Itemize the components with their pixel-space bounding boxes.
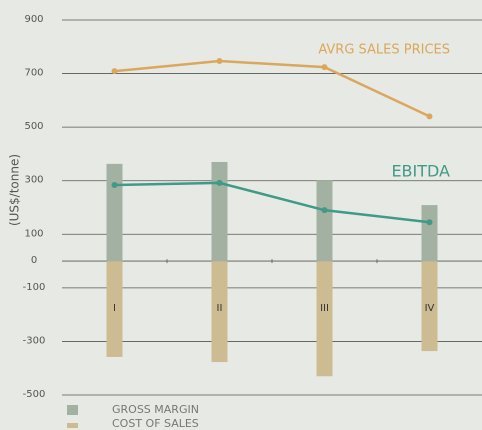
y-tick-label: 500 <box>24 121 43 132</box>
bar <box>316 261 333 377</box>
legend-swatch <box>67 423 78 428</box>
y-tick-label: 0 <box>31 255 37 266</box>
line-point <box>426 113 433 120</box>
x-tick-label: II <box>217 303 223 314</box>
bar <box>421 261 438 352</box>
y-tick-label: 700 <box>24 68 43 79</box>
line-point <box>111 182 118 188</box>
bar <box>211 161 228 262</box>
y-tick-label: -500 <box>23 389 46 400</box>
y-tick-label: 900 <box>24 14 43 25</box>
series-label: EBITDA <box>391 162 450 181</box>
line-point <box>111 68 118 75</box>
line-point <box>321 64 328 71</box>
y-tick-label: 100 <box>24 228 43 239</box>
x-tick-label: I <box>113 303 116 314</box>
legend-label: GROSS MARGIN <box>112 403 199 416</box>
line <box>114 59 431 118</box>
y-tick-label: -100 <box>23 282 46 293</box>
bar <box>211 261 228 363</box>
y-tick-label: -300 <box>23 335 46 346</box>
bar <box>106 261 123 357</box>
line <box>114 181 430 224</box>
legend-label: COST OF SALES <box>112 417 199 430</box>
legend-swatch <box>67 405 78 415</box>
series-label: AVRG SALES PRICES <box>318 43 450 58</box>
y-tick-label: 300 <box>24 175 43 186</box>
line-point <box>426 219 433 226</box>
line-point <box>216 179 223 186</box>
x-tick-label: IV <box>425 303 435 314</box>
x-tick-label: III <box>320 303 329 314</box>
bar <box>106 163 123 262</box>
line-point <box>216 57 223 64</box>
y-axis-label: (US$/tonne) <box>8 154 22 226</box>
line-point <box>321 207 328 214</box>
bar <box>421 205 438 262</box>
bar <box>316 180 333 262</box>
